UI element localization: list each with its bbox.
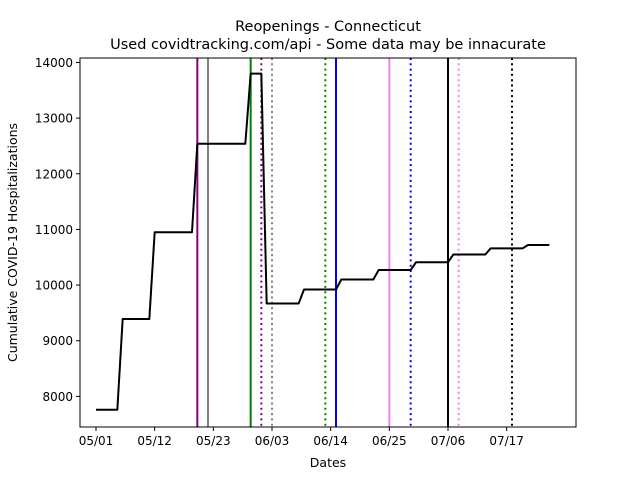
y-tick-label: 14000	[35, 56, 73, 70]
x-tick-label: 07/06	[431, 434, 466, 448]
y-tick-label: 10000	[35, 279, 73, 293]
y-axis-title: Cumulative COVID-19 Hospitalizations	[5, 123, 20, 362]
y-tick-label: 8000	[42, 390, 73, 404]
chart-subtitle: Used covidtracking.com/api - Some data m…	[110, 37, 546, 53]
reopening-marker-lines	[196, 58, 513, 427]
x-tick-label: 06/03	[255, 434, 290, 448]
x-tick-label: 05/12	[137, 434, 172, 448]
x-tick-label: 06/14	[313, 434, 348, 448]
y-tick-label: 11000	[35, 223, 73, 237]
x-axis-title: Dates	[310, 455, 346, 470]
series-line-1	[96, 72, 550, 411]
y-axis: 8000 9000 10000 11000 12000 13000 14000	[35, 56, 80, 404]
x-axis: 05/01 05/12 05/23 06/03 06/14 06/25 07/06 07/17	[79, 427, 524, 448]
chart-title: Reopenings - Connecticut	[235, 19, 421, 35]
data-series	[96, 72, 550, 411]
x-tick-label: 05/01	[79, 434, 114, 448]
x-tick-label: 06/25	[372, 434, 407, 448]
y-tick-label: 9000	[42, 334, 73, 348]
y-tick-label: 12000	[35, 167, 73, 181]
x-tick-label: 07/17	[489, 434, 524, 448]
plot-frame	[79, 57, 577, 428]
x-tick-label: 05/23	[196, 434, 231, 448]
y-tick-label: 13000	[35, 112, 73, 126]
